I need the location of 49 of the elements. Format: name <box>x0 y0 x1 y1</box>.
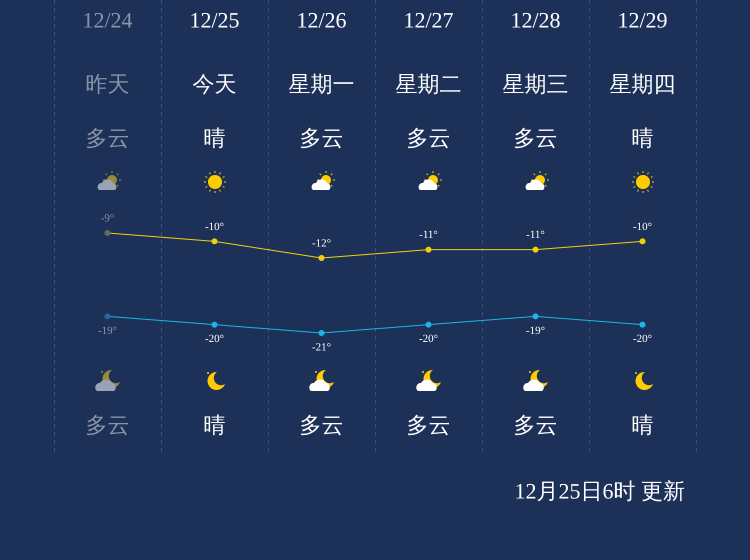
text: 昨天 <box>86 72 130 96</box>
point <box>426 246 432 253</box>
point <box>212 322 218 328</box>
text: 多云 <box>514 126 558 150</box>
x-tick-label: 12/26 <box>296 8 347 32</box>
data-label: -11° <box>526 229 545 242</box>
x-tick-label: 12/25 <box>189 8 240 32</box>
text: 多云 <box>300 126 344 150</box>
point <box>318 330 324 336</box>
text: 多云 <box>86 126 130 150</box>
data-label: -21° <box>312 342 332 354</box>
text: 星期三 <box>502 72 568 96</box>
text: 多云 <box>86 412 130 438</box>
point <box>532 313 538 320</box>
text: 晴 <box>632 412 654 438</box>
text: 多云 <box>514 412 558 438</box>
x-tick-label: 12/29 <box>617 8 668 32</box>
text: 晴 <box>632 126 654 150</box>
text: 星期四 <box>610 72 676 96</box>
point <box>532 246 538 253</box>
text: 多云 <box>406 412 450 438</box>
text: 晴 <box>204 126 226 150</box>
text: 多云 <box>300 412 344 438</box>
text: 星期二 <box>396 72 462 96</box>
x-tick-label: 12/27 <box>403 8 454 32</box>
data-label: -9° <box>100 212 114 224</box>
text: 今天 <box>192 72 236 96</box>
point <box>318 255 324 261</box>
text: 星期一 <box>288 72 354 96</box>
data-label: -11° <box>419 229 438 242</box>
point <box>104 230 110 236</box>
point <box>426 322 432 328</box>
x-tick-label: 12/28 <box>510 8 561 32</box>
data-label: -20° <box>418 333 438 346</box>
text: 晴 <box>204 412 226 438</box>
point <box>212 238 218 244</box>
x-tick-label: 12/24 <box>82 8 133 32</box>
data-label: -10° <box>204 220 224 233</box>
text: 12月25日6时 更新 <box>514 478 685 504</box>
data-label: -19° <box>526 324 546 337</box>
data-label: -19° <box>98 324 118 337</box>
data-label: -20° <box>632 333 652 346</box>
data-label: -20° <box>204 333 224 346</box>
data-label: -12° <box>312 238 332 250</box>
point <box>640 322 646 328</box>
data-label: -10° <box>632 220 652 233</box>
point <box>104 313 110 320</box>
point <box>640 238 646 244</box>
text: 多云 <box>406 126 450 150</box>
